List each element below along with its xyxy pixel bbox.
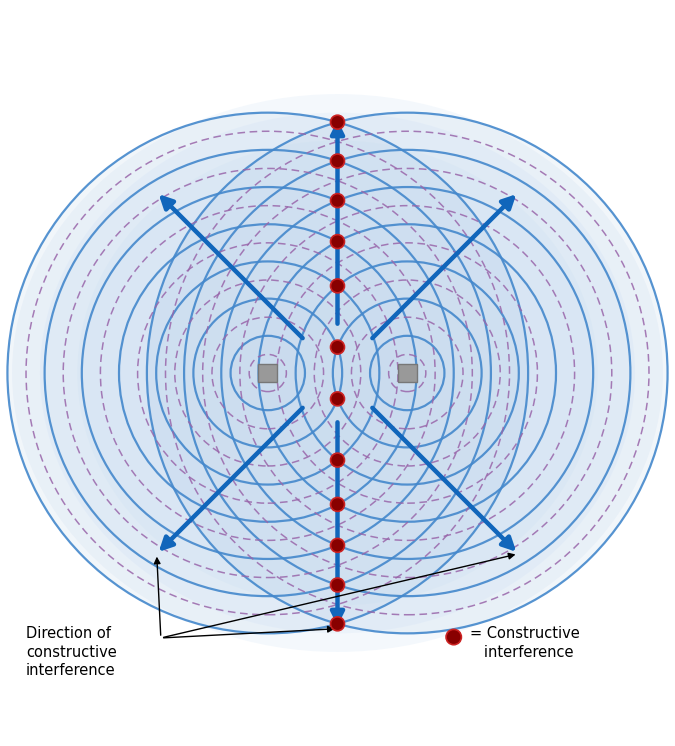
Bar	[398, 364, 416, 382]
Polygon shape	[82, 187, 454, 559]
Ellipse shape	[12, 94, 663, 652]
Circle shape	[331, 453, 344, 467]
Polygon shape	[156, 261, 379, 485]
Polygon shape	[296, 261, 519, 485]
Polygon shape	[184, 150, 630, 596]
Polygon shape	[193, 298, 342, 448]
Bar	[259, 364, 277, 382]
Circle shape	[331, 235, 344, 248]
Ellipse shape	[40, 113, 635, 633]
Circle shape	[446, 630, 462, 645]
Polygon shape	[370, 336, 444, 410]
Polygon shape	[259, 225, 556, 521]
Polygon shape	[333, 298, 482, 448]
Circle shape	[331, 340, 344, 354]
Circle shape	[331, 194, 344, 207]
Circle shape	[331, 539, 344, 552]
Circle shape	[331, 115, 344, 129]
Polygon shape	[231, 336, 305, 410]
Circle shape	[331, 392, 344, 406]
Circle shape	[331, 279, 344, 293]
Polygon shape	[221, 187, 593, 559]
Text: = Constructive
   interference: = Constructive interference	[470, 626, 580, 659]
Polygon shape	[7, 113, 528, 633]
Circle shape	[331, 617, 344, 631]
Circle shape	[331, 498, 344, 511]
Circle shape	[331, 154, 344, 168]
Text: Direction of
constructive
interference: Direction of constructive interference	[26, 626, 117, 678]
Ellipse shape	[77, 140, 598, 606]
Polygon shape	[45, 150, 491, 596]
Polygon shape	[119, 225, 416, 521]
Circle shape	[331, 578, 344, 592]
Polygon shape	[147, 113, 668, 633]
